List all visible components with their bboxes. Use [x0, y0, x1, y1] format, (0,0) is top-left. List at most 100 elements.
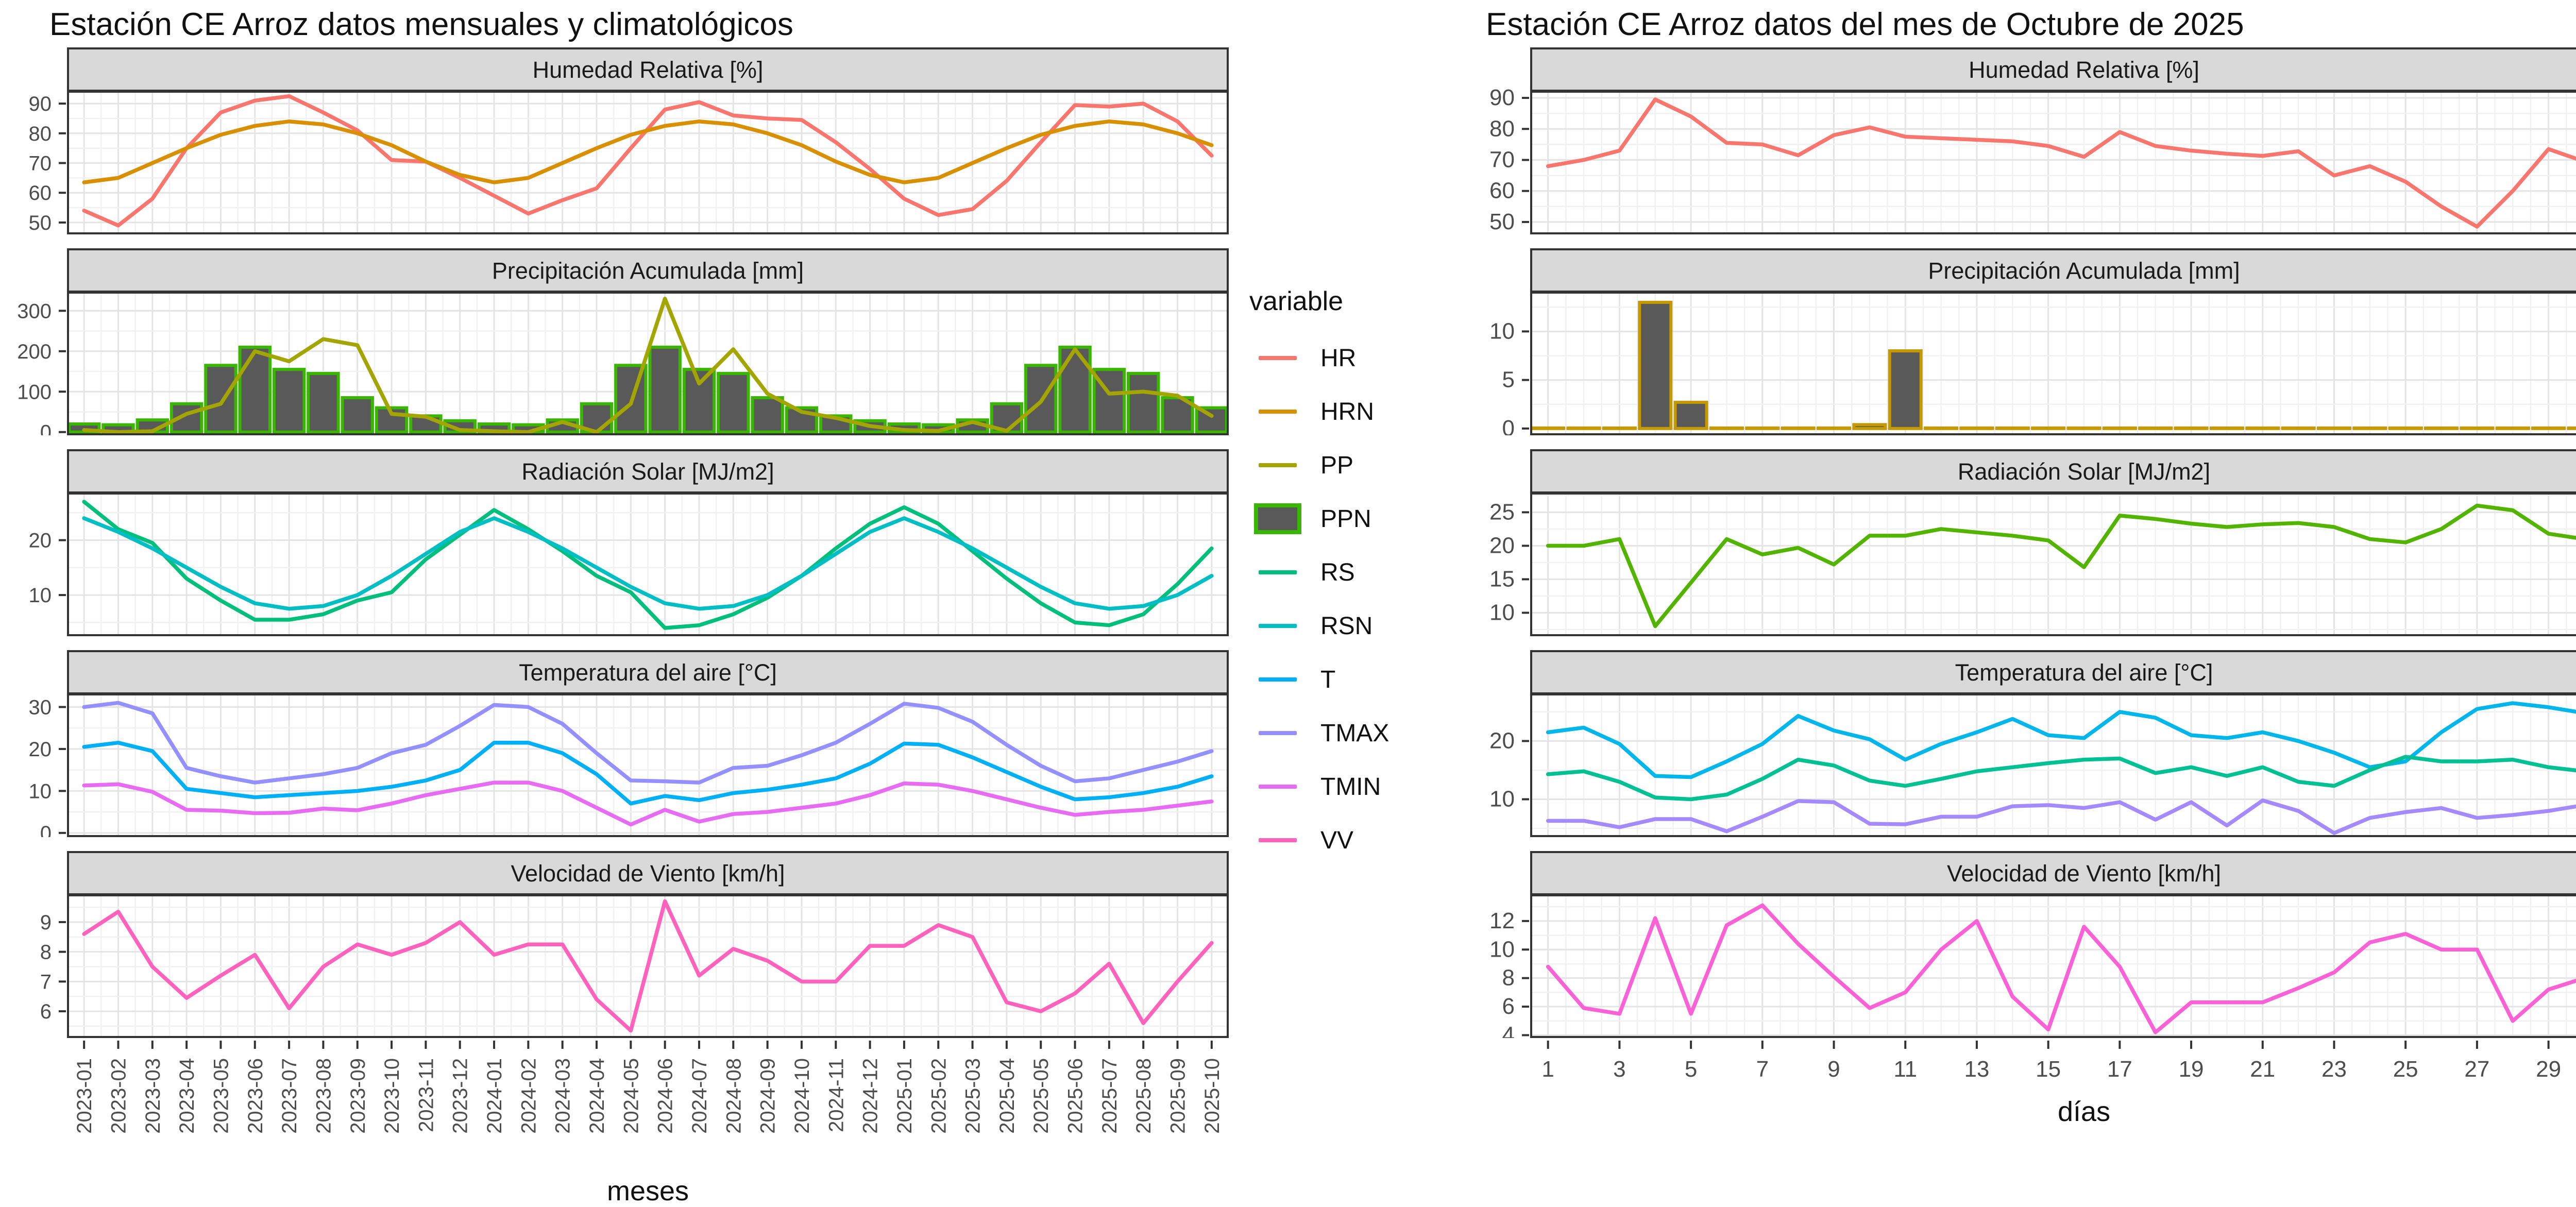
x-tick-label: 2025-08	[1132, 1058, 1155, 1134]
bar-PP-25	[2388, 426, 2423, 430]
series-HRN	[82, 119, 1214, 184]
x-tick-label: 25	[2393, 1057, 2418, 1082]
swatch	[1254, 503, 1301, 534]
bar-PP-21	[2245, 426, 2280, 430]
facet-precipitaci-n-acumulada-mm: 0 100 200 300 Precipitación Acumulada [mm]	[0, 248, 1443, 444]
legend-item-T: T	[1249, 653, 1389, 706]
bar-PP-2	[1566, 426, 1601, 430]
swatch	[1259, 463, 1297, 467]
panel-humedad-relativa: 50 60 70 80 90 Humedad Relativa [%]	[29, 47, 1229, 234]
y-tick-label: 0	[40, 822, 52, 837]
legend-label: HR	[1320, 344, 1357, 372]
legend-item-TMAX: TMAX	[1249, 706, 1389, 760]
y-tick-label: 50	[29, 212, 52, 234]
bar-PP-15	[2031, 426, 2066, 430]
strip-title: Temperatura del aire [°C]	[1955, 659, 2213, 686]
legend-item-PPN: PPN	[1249, 492, 1389, 546]
y-tick-label: 90	[1489, 85, 1515, 110]
x-axis: 2023-01 2023-02 2023-03 2023-04 2023-05 2023-…	[73, 1041, 1224, 1134]
legend-item-HRN: HRN	[1249, 385, 1389, 438]
y-tick-label: 8	[40, 941, 52, 964]
swatch	[1259, 677, 1297, 682]
y-tick-label: 200	[17, 341, 52, 363]
bar-PPN-2023-05	[204, 364, 238, 434]
x-tick-label: 2024-06	[654, 1058, 677, 1134]
october-daily-chart: Estación CE Arroz datos del mes de Octub…	[1468, 0, 2576, 1128]
panel-velocidad-de-viento-km-h: 6 7 8 9 Velocidad de Viento [km/h]	[40, 851, 1229, 1038]
x-tick-label: 2023-06	[244, 1058, 267, 1134]
x-tick-label: 2023-05	[210, 1058, 232, 1134]
series-HR	[1546, 97, 2576, 229]
bar-PPN-2025-08	[1127, 371, 1160, 434]
swatch	[1259, 785, 1297, 789]
legend-label: TMIN	[1320, 773, 1381, 801]
series-TMAX	[82, 701, 1214, 785]
x-tick-label: 19	[2179, 1057, 2204, 1082]
strip-title: Humedad Relativa [%]	[533, 57, 764, 83]
chart-title-october: Estación CE Arroz datos del mes de Octub…	[1486, 7, 2244, 42]
swatch	[1259, 731, 1297, 735]
legend-label: RSN	[1320, 612, 1373, 640]
bar-PPN-2025-07	[1092, 368, 1126, 434]
bar-PP-24	[2352, 426, 2387, 430]
y-tick-label: 100	[17, 381, 52, 403]
x-tick-label: 13	[1964, 1057, 1989, 1082]
facet-velocidad-de-viento-km-h: 4 6 8 10 12 Velocidad de Viento [km/h]	[1468, 851, 2576, 1047]
x-axis-title-meses: meses	[606, 1176, 689, 1206]
swatch	[1259, 570, 1297, 574]
bar-PP-18	[2138, 426, 2173, 430]
legend-label: VV	[1320, 826, 1354, 854]
bar-PP-11	[1888, 349, 1923, 430]
swatch	[1259, 356, 1297, 360]
facet-grid-monthly: 50 60 70 80 90 Humedad Relativa [%] 0 100 200 300…	[0, 47, 1443, 1172]
bar-PPN-2024-08	[717, 371, 750, 434]
x-tick-label: 2025-05	[1030, 1058, 1053, 1134]
x-tick-label: 2025-01	[893, 1058, 916, 1134]
bar-PP-28	[2495, 426, 2530, 430]
bar-PP-8	[1781, 426, 1816, 430]
facet-radiaci-n-solar-mj-m2: 10 20 Radiación Solar [MJ/m2]	[0, 449, 1443, 639]
x-tick-label: 2024-02	[517, 1058, 540, 1134]
y-tick-label: 30	[29, 696, 52, 719]
legend-monthly: variable HR HRN PP PPN RS RSN T TMAX TMIN VV	[1249, 286, 1389, 867]
legend-label: RS	[1320, 558, 1355, 586]
x-tick-label: 2023-07	[278, 1058, 301, 1134]
facet-radiaci-n-solar-mj-m2: 10 15 20 25 Radiación Solar [MJ/m2]	[1468, 449, 2576, 639]
strip-title: Radiación Solar [MJ/m2]	[1958, 458, 2210, 485]
strip-title: Precipitación Acumulada [mm]	[492, 258, 804, 284]
series-T	[1546, 755, 2576, 802]
y-tick-label: 10	[29, 584, 52, 607]
series-RS	[82, 500, 1214, 630]
x-tick-label: 7	[1756, 1057, 1769, 1082]
legend-line-swatch-icon	[1249, 570, 1306, 574]
y-tick-label: 10	[1489, 318, 1515, 344]
series-RSN	[82, 516, 1214, 611]
x-tick-label: 15	[2036, 1057, 2061, 1082]
y-tick-label: 60	[1489, 178, 1515, 203]
y-tick-label: 5	[1502, 367, 1515, 393]
x-tick-label: 2023-01	[73, 1058, 96, 1134]
x-tick-label: 2024-03	[552, 1058, 574, 1134]
x-tick-label: 2024-09	[757, 1058, 779, 1134]
bar-PP-14	[1995, 426, 2030, 430]
facet-temperatura-del-aire-c: 0 10 20 30 Temperatura del aire [°C]	[0, 650, 1443, 845]
y-tick-label: 20	[1489, 533, 1515, 558]
facet-humedad-relativa: 50 60 70 80 90 Humedad Relativa [%]	[1468, 47, 2576, 237]
bar-PPN-2023-07	[272, 368, 306, 434]
swatch	[1259, 410, 1297, 414]
x-tick-label: 2024-12	[859, 1058, 882, 1134]
y-tick-label: 12	[1489, 908, 1515, 933]
bar-PPN-2024-06	[648, 345, 682, 434]
bar-PP-5	[1673, 400, 1708, 430]
x-tick-label: 2023-04	[176, 1058, 198, 1134]
swatch	[1259, 624, 1297, 628]
x-tick-label: 2024-01	[483, 1058, 506, 1134]
y-tick-label: 25	[1489, 499, 1515, 524]
x-tick-label: 2023-11	[415, 1058, 437, 1132]
y-tick-label: 50	[1489, 209, 1515, 234]
y-tick-label: 90	[29, 93, 52, 115]
x-axis-title-dias: días	[2057, 1096, 2111, 1127]
legend-item-PP: PP	[1249, 438, 1389, 492]
y-tick-label: 8	[1502, 965, 1515, 991]
bar-PP-30	[2567, 426, 2576, 430]
